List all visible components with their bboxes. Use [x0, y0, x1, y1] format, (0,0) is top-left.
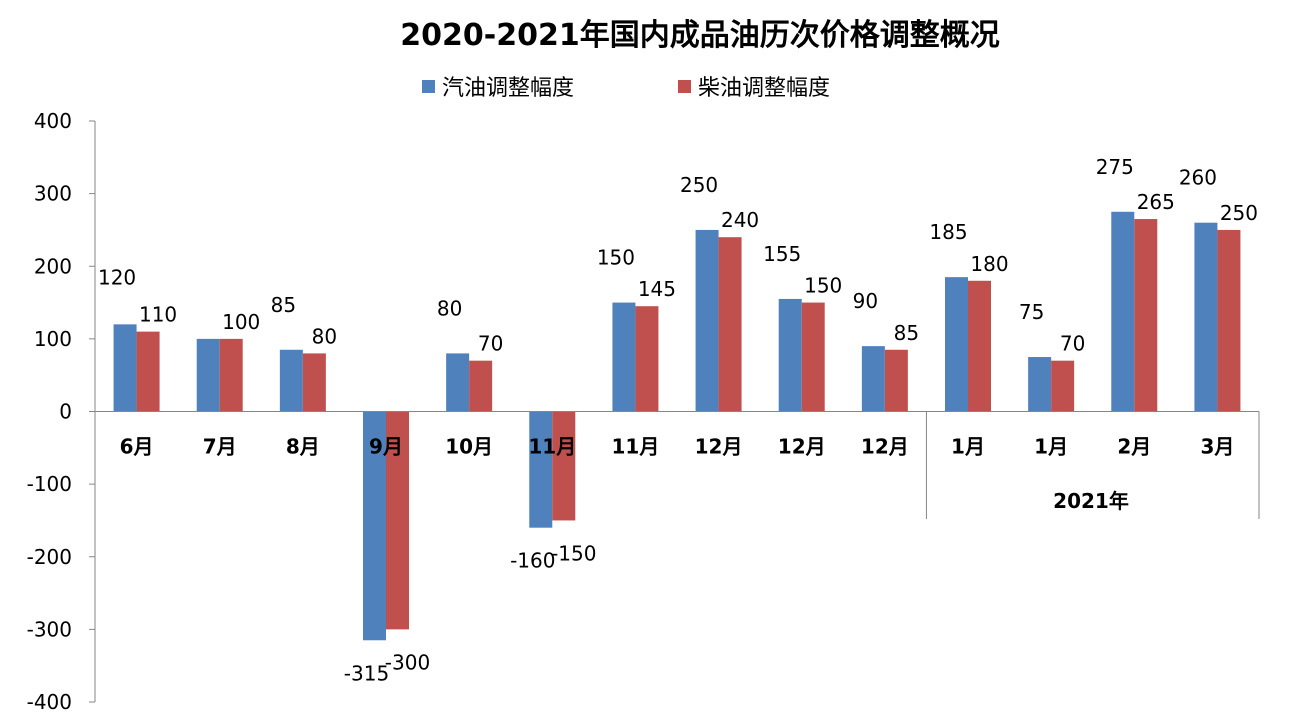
bar-diesel [1134, 219, 1158, 412]
data-label-diesel: 80 [312, 324, 337, 348]
bar-diesel [386, 411, 409, 630]
y-tick-label: 300 [34, 182, 72, 206]
x-tick-label: 9月 [369, 435, 403, 459]
y-tick-label: -200 [27, 545, 72, 569]
data-label-diesel: 240 [721, 208, 759, 232]
bar-diesel [469, 360, 493, 412]
data-label-gasoline: 120 [98, 265, 136, 289]
x-tick-label: 1月 [951, 435, 985, 459]
data-label-gasoline: 155 [763, 242, 801, 266]
x-tick-label: 7月 [203, 435, 237, 459]
data-label-diesel: -300 [385, 650, 430, 674]
y-tick-label: 400 [34, 109, 72, 133]
data-label-gasoline: -160 [510, 549, 555, 573]
bar-gasoline [1028, 357, 1052, 412]
x-axis: 6月 7月 8月 9月 10月 11月 11月 12月 12月 12月 1月 1月 2月 3月 [95, 411, 1260, 519]
bar-gasoline [279, 349, 303, 412]
data-label-gasoline: 150 [597, 246, 635, 270]
y-tick-label: 0 [59, 400, 72, 424]
bar-diesel [635, 306, 659, 412]
x-tick-label: 11月 [528, 435, 576, 459]
x-tick-label: 10月 [445, 435, 493, 459]
data-label-diesel: 110 [139, 303, 177, 327]
bar-gasoline [861, 346, 885, 412]
bar-gasoline [695, 229, 719, 412]
data-label-diesel: 145 [638, 277, 676, 301]
data-label-gasoline: 185 [929, 220, 967, 244]
data-label-diesel: 70 [1060, 332, 1085, 356]
data-label-gasoline: -315 [344, 661, 389, 685]
x-tick-label: 8月 [286, 435, 320, 459]
x-tick-label: 12月 [861, 435, 909, 459]
y-tick-label: 200 [34, 254, 72, 278]
y-tick-label: -300 [27, 617, 72, 641]
bar-diesel [1051, 360, 1075, 412]
data-label-gasoline: 85 [271, 293, 296, 317]
x-tick-label: 1月 [1034, 435, 1068, 459]
bar-diesel [884, 349, 908, 412]
data-label-diesel: 180 [970, 252, 1008, 276]
bar-diesel [219, 338, 243, 412]
legend: 汽油调整幅度 柴油调整幅度 [422, 76, 830, 101]
x-tick-label: 6月 [120, 435, 154, 459]
data-label-gasoline: 90 [853, 289, 878, 313]
bar-gasoline [113, 324, 137, 412]
bar-gasoline [1194, 222, 1218, 412]
legend-swatch-gasoline [422, 80, 435, 93]
bar-diesel [136, 331, 160, 412]
y-axis: 400 300 200 100 0 -100 -200 -300 -400 [27, 109, 96, 714]
bar-gasoline [778, 298, 802, 412]
bar-gasoline [529, 411, 553, 528]
bar-diesel [968, 280, 991, 412]
data-label-diesel: 150 [804, 274, 842, 298]
x-tick-label: 3月 [1200, 435, 1234, 459]
y-tick-label: 100 [34, 327, 72, 351]
data-label-gasoline: 80 [437, 296, 462, 320]
bar-gasoline [446, 353, 470, 412]
x-tick-label: 11月 [612, 435, 660, 459]
legend-swatch-diesel [678, 80, 691, 93]
chart-title: 2020-2021年国内成品油历次价格调整概况 [400, 18, 999, 53]
data-label-diesel: 250 [1220, 201, 1258, 225]
data-label-gasoline: 260 [1179, 166, 1217, 190]
data-label-gasoline: 250 [680, 173, 718, 197]
bar-diesel [1217, 229, 1241, 412]
data-label-diesel: -150 [551, 541, 596, 565]
y-tick-label: -100 [27, 472, 72, 496]
data-label-diesel: 85 [894, 321, 919, 345]
legend-label-diesel: 柴油调整幅度 [698, 76, 830, 101]
data-label-diesel: 100 [222, 310, 260, 334]
x-tick-label: 12月 [778, 435, 826, 459]
y-tick-label: -400 [27, 690, 72, 714]
data-label-gasoline: 75 [1019, 300, 1044, 324]
data-label-diesel: 70 [478, 332, 503, 356]
bar-gasoline [363, 411, 386, 641]
x-tick-label: 2月 [1117, 435, 1151, 459]
category-group-label: 2021年 [1053, 489, 1129, 513]
data-labels: 120 85 -315 80 -160 150 250 155 90 185 75 275 260 110… [98, 155, 1258, 685]
bar-gasoline [196, 338, 220, 412]
bar-diesel [801, 302, 825, 412]
bar-diesel [552, 411, 576, 521]
bar-diesel [718, 237, 742, 412]
data-label-diesel: 265 [1137, 190, 1175, 214]
x-tick-label: 12月 [695, 435, 743, 459]
legend-label-gasoline: 汽油调整幅度 [442, 76, 574, 101]
bar-gasoline [945, 277, 968, 412]
data-label-gasoline: 275 [1096, 155, 1134, 179]
bar-gasoline [1111, 211, 1135, 412]
bar-gasoline [612, 302, 636, 412]
bar-diesel [302, 353, 326, 412]
bars [113, 211, 1241, 641]
